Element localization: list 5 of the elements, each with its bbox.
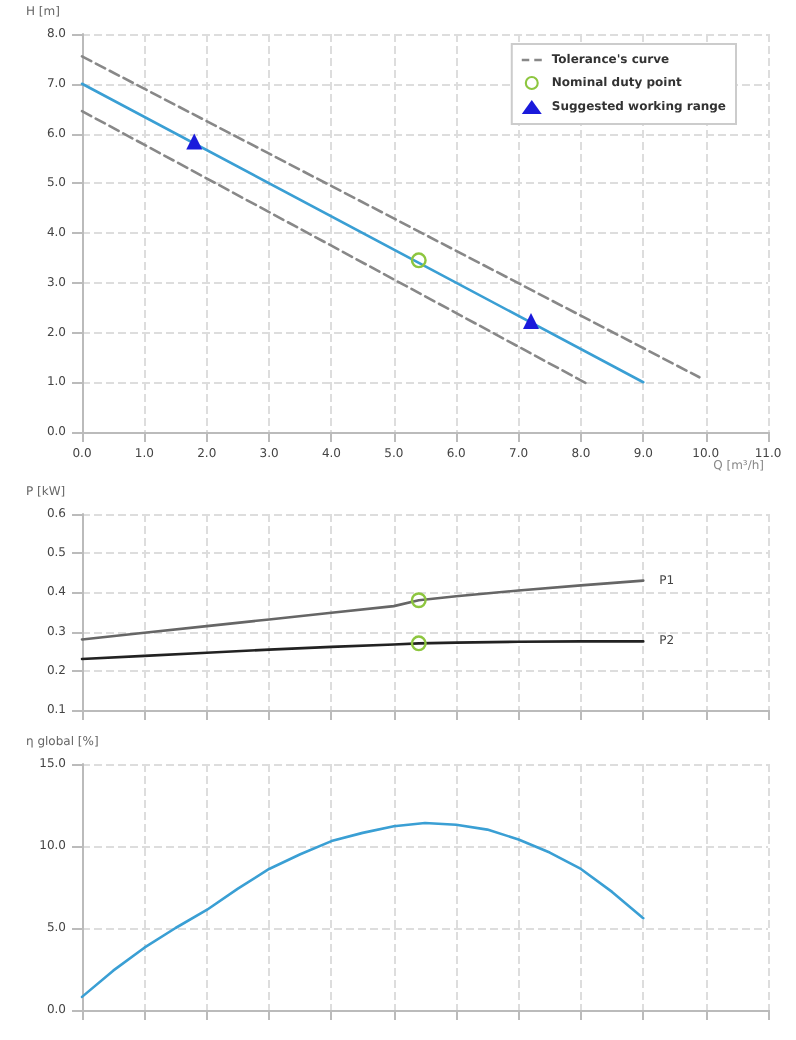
line-series [80, 579, 645, 641]
point [523, 313, 540, 330]
point [186, 133, 203, 150]
point [410, 252, 427, 269]
line-series [80, 821, 645, 999]
